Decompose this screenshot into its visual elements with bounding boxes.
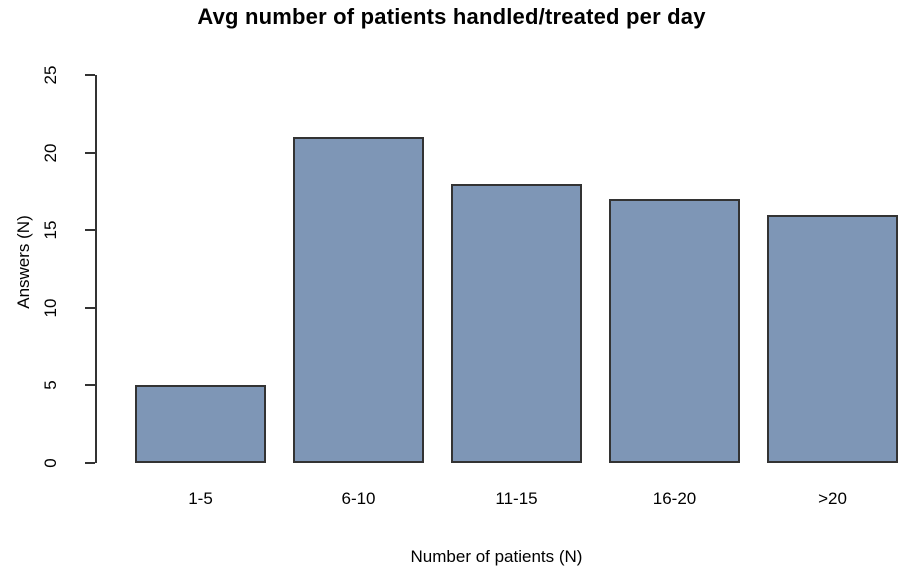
bar-11-15: 11-15 (451, 183, 582, 508)
y-axis-tick (85, 151, 95, 154)
y-axis-tick (85, 74, 95, 76)
y-axis-tick-label: 0 (41, 458, 60, 468)
y-axis-tick-label: 25 (41, 65, 60, 85)
y-axis-title: Answers (N) (14, 215, 33, 309)
x-axis-category-label: 16-20 (652, 489, 697, 508)
plot-area: 1-5 6-10 11-15 16-20 >20 0 5 10 15 20 25 (41, 66, 900, 508)
x-axis-title: Number of patients (N) (410, 547, 583, 566)
y-axis-tick-label: 5 (41, 380, 60, 391)
bar-16-20: 16-20 (609, 199, 740, 508)
bar->20: >20 (767, 214, 898, 508)
y-axis-tick-label: 15 (41, 220, 60, 240)
y-axis-tick-label: 10 (41, 298, 60, 318)
y-axis-tick-label: 20 (41, 143, 60, 163)
x-axis-category-label: >20 (818, 489, 847, 508)
y-axis-tick (85, 462, 95, 464)
bar-1-5: 1-5 (135, 385, 266, 508)
y-axis-tick (85, 229, 95, 232)
x-axis-category-label: 11-15 (495, 489, 538, 508)
bars-container: 1-5 6-10 11-15 16-20 >20 (97, 75, 900, 508)
chart-title: Avg number of patients handled/treated p… (197, 4, 706, 29)
x-axis-category-label: 6-10 (341, 489, 376, 508)
y-axis-tick (85, 306, 95, 309)
x-axis-category-label: 1-5 (188, 489, 213, 508)
y-axis-tick (85, 384, 95, 387)
bar-6-10: 6-10 (293, 137, 424, 508)
